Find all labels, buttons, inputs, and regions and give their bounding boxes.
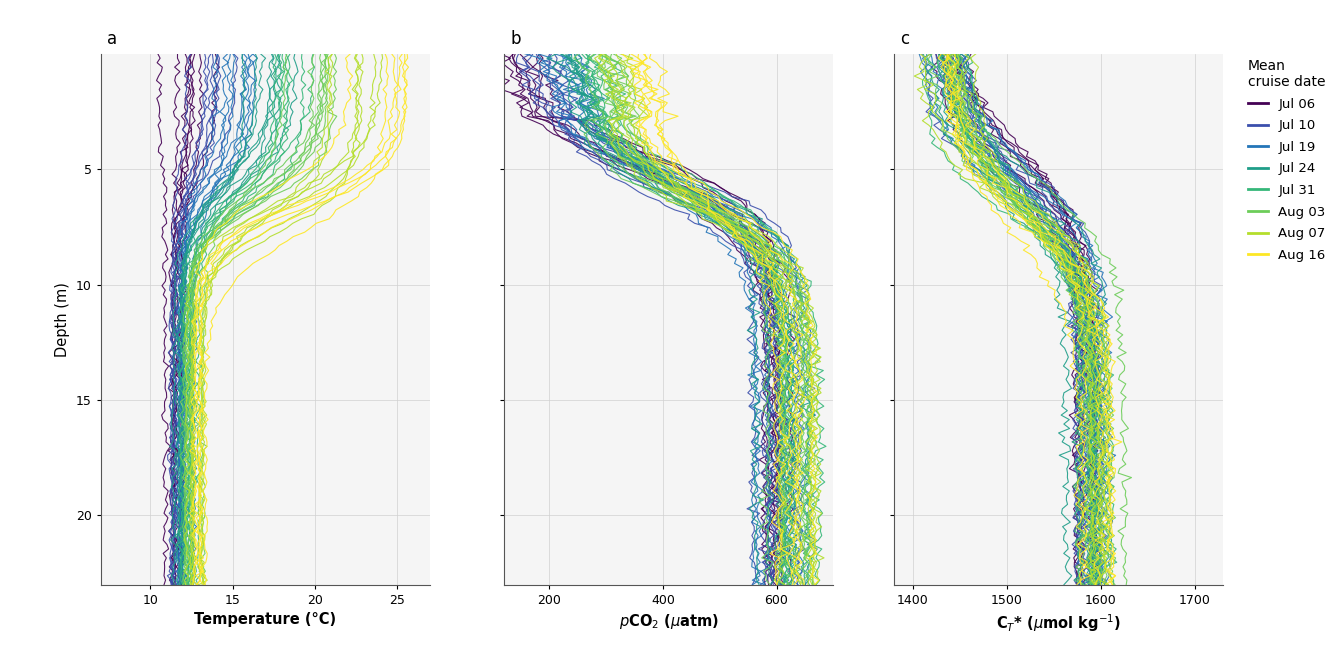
Y-axis label: Depth (m): Depth (m)	[55, 282, 70, 357]
Text: a: a	[108, 30, 117, 48]
Legend: Jul 06, Jul 10, Jul 19, Jul 24, Jul 31, Aug 03, Aug 07, Aug 16: Jul 06, Jul 10, Jul 19, Jul 24, Jul 31, …	[1243, 54, 1331, 267]
X-axis label: $p$CO$_2$ ($\mu$atm): $p$CO$_2$ ($\mu$atm)	[618, 612, 719, 631]
Text: b: b	[511, 30, 521, 48]
X-axis label: C$_T$* ($\mu$mol kg$^{-1}$): C$_T$* ($\mu$mol kg$^{-1}$)	[996, 612, 1121, 634]
Text: c: c	[900, 30, 910, 48]
X-axis label: Temperature (°C): Temperature (°C)	[195, 612, 336, 627]
